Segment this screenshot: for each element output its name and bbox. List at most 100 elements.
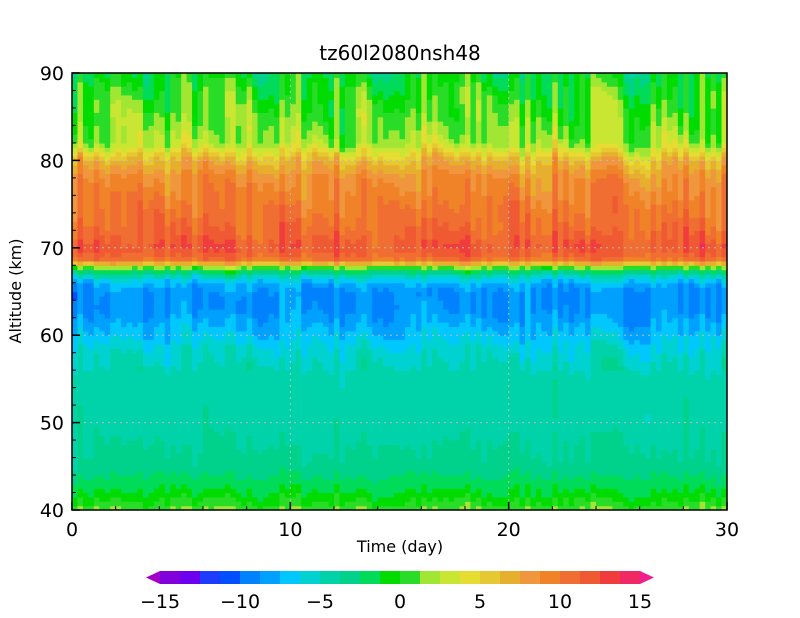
heatmap-cell xyxy=(290,182,297,188)
heatmap-cell xyxy=(110,357,117,363)
heatmap-cell xyxy=(301,199,308,205)
heatmap-cell xyxy=(153,335,160,341)
heatmap-cell xyxy=(235,256,242,262)
heatmap-cell xyxy=(93,142,100,148)
heatmap-cell xyxy=(77,212,84,218)
heatmap-cell xyxy=(235,400,242,406)
heatmap-cell xyxy=(273,387,281,393)
heatmap-cell xyxy=(82,470,89,476)
heatmap-cell xyxy=(246,426,253,432)
heatmap-cell xyxy=(257,313,264,319)
heatmap-cell xyxy=(339,90,346,96)
heatmap-cell xyxy=(246,304,253,310)
heatmap-cell xyxy=(197,405,204,411)
heatmap-cell xyxy=(273,195,281,201)
heatmap-cell xyxy=(252,160,259,166)
heatmap-cell xyxy=(339,374,346,380)
heatmap-cell xyxy=(252,440,259,446)
heatmap-cell xyxy=(197,256,204,262)
heatmap-cell xyxy=(77,300,84,306)
heatmap-cell xyxy=(279,488,286,494)
heatmap-cell xyxy=(164,287,171,293)
heatmap-cell xyxy=(279,422,286,428)
heatmap-cell xyxy=(284,177,291,183)
heatmap-cell xyxy=(334,116,341,122)
heatmap-cell xyxy=(148,466,155,472)
heatmap-cell xyxy=(241,374,248,380)
heatmap-cell xyxy=(72,431,79,437)
heatmap-cell xyxy=(72,169,79,175)
heatmap-cell xyxy=(121,116,128,122)
heatmap-cell xyxy=(290,343,297,349)
heatmap-cell xyxy=(148,182,155,188)
heatmap-cell xyxy=(219,239,226,245)
heatmap-cell xyxy=(328,252,335,258)
heatmap-cell xyxy=(224,177,231,183)
heatmap-cell xyxy=(121,405,128,411)
heatmap-cell xyxy=(246,435,253,441)
heatmap-cell xyxy=(197,291,204,297)
heatmap-cell xyxy=(153,186,160,192)
heatmap-cell xyxy=(323,243,330,249)
heatmap-cell xyxy=(142,199,150,205)
heatmap-cell xyxy=(115,86,122,92)
heatmap-cell xyxy=(306,291,313,297)
heatmap-cell xyxy=(110,199,117,205)
heatmap-cell xyxy=(175,343,182,349)
heatmap-cell xyxy=(328,107,335,113)
heatmap-cell xyxy=(317,335,324,341)
heatmap-cell xyxy=(279,208,286,214)
heatmap-cell xyxy=(99,177,106,183)
heatmap-cell xyxy=(328,212,335,218)
heatmap-cell xyxy=(230,81,237,87)
heatmap-cell xyxy=(219,103,226,109)
heatmap-cell xyxy=(213,160,220,166)
heatmap-cell xyxy=(317,138,324,144)
heatmap-cell xyxy=(153,483,160,489)
heatmap-cell xyxy=(93,422,100,428)
heatmap-cell xyxy=(186,304,193,310)
heatmap-cell xyxy=(121,156,128,161)
heatmap-cell xyxy=(142,129,150,135)
heatmap-cell xyxy=(317,505,324,510)
heatmap-cell xyxy=(203,116,210,122)
heatmap-cell xyxy=(268,282,275,288)
heatmap-cell xyxy=(115,199,122,205)
heatmap-cell xyxy=(115,444,122,450)
heatmap-cell xyxy=(334,295,341,301)
heatmap-cell xyxy=(77,90,84,96)
heatmap-cell xyxy=(203,370,210,376)
heatmap-cell xyxy=(328,330,335,336)
heatmap-cell xyxy=(132,243,139,249)
heatmap-cell xyxy=(208,243,215,249)
heatmap-cell xyxy=(306,300,313,306)
heatmap-cell xyxy=(88,352,95,358)
heatmap-cell xyxy=(224,90,231,96)
heatmap-cell xyxy=(328,103,335,109)
heatmap-cell xyxy=(137,440,144,446)
heatmap-cell xyxy=(208,387,215,393)
heatmap-cell xyxy=(301,405,308,411)
heatmap-cell xyxy=(175,483,182,489)
heatmap-cell xyxy=(257,169,264,175)
heatmap-cell xyxy=(110,435,117,441)
heatmap-cell xyxy=(175,160,182,166)
heatmap-cell xyxy=(246,274,253,279)
heatmap-cell xyxy=(312,383,319,389)
heatmap-cell xyxy=(164,431,171,437)
heatmap-cell xyxy=(137,339,144,345)
heatmap-cell xyxy=(115,361,122,367)
heatmap-cell xyxy=(132,234,139,240)
heatmap-cell xyxy=(257,383,264,389)
heatmap-cell xyxy=(137,295,144,301)
heatmap-cell xyxy=(77,387,84,393)
heatmap-cell xyxy=(192,134,199,140)
heatmap-cell xyxy=(241,138,248,144)
heatmap-cell xyxy=(104,339,111,345)
heatmap-cell xyxy=(170,501,177,507)
heatmap-cell xyxy=(213,265,220,271)
heatmap-cell xyxy=(284,156,291,161)
heatmap-cell xyxy=(290,317,297,323)
heatmap-cell xyxy=(290,492,297,498)
heatmap-cell xyxy=(246,317,253,323)
